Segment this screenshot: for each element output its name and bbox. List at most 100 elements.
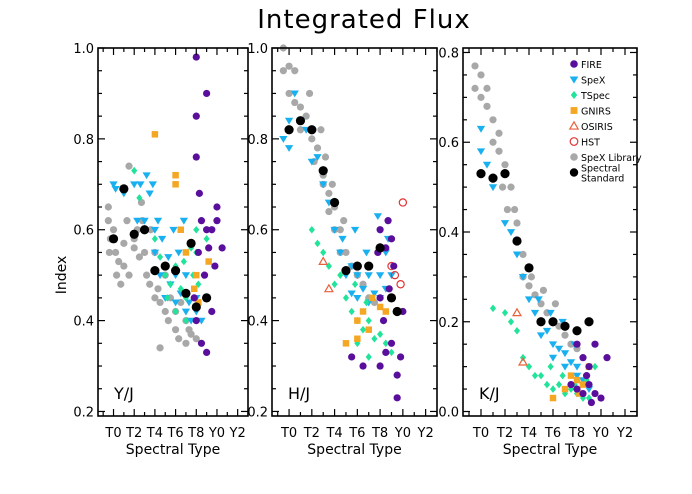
data-point xyxy=(145,190,154,198)
data-point xyxy=(489,304,497,313)
data-point xyxy=(285,89,293,98)
x-tick-label-t8: T8 xyxy=(187,426,204,441)
data-point xyxy=(195,189,203,197)
data-point xyxy=(342,340,350,347)
data-point xyxy=(130,181,139,189)
data-point xyxy=(337,271,344,279)
data-point xyxy=(500,220,510,227)
data-point xyxy=(591,389,599,398)
data-point xyxy=(471,62,479,70)
data-point xyxy=(143,271,151,279)
data-point xyxy=(197,339,206,347)
data-point xyxy=(177,226,184,233)
data-point xyxy=(194,248,202,257)
y-tick-label-1-0: 1.0 xyxy=(247,42,268,57)
series-spectral-standard xyxy=(108,184,212,312)
series-gnirs xyxy=(151,131,212,306)
data-point xyxy=(368,294,376,302)
data-point xyxy=(396,280,405,289)
series-fire xyxy=(348,217,407,402)
data-point xyxy=(174,249,183,257)
data-point xyxy=(321,153,330,161)
data-point xyxy=(190,285,198,293)
data-point xyxy=(192,112,200,120)
data-point xyxy=(525,362,533,371)
data-point xyxy=(365,316,372,325)
data-point xyxy=(352,261,362,271)
y-tick-label-0-6: 0.6 xyxy=(73,224,94,239)
data-point xyxy=(208,307,216,316)
series-spectral-standard xyxy=(284,116,402,317)
data-point xyxy=(150,249,160,257)
data-point xyxy=(136,194,143,202)
data-point xyxy=(547,362,554,371)
data-point xyxy=(363,298,370,307)
data-point xyxy=(157,235,167,243)
data-point xyxy=(146,280,154,288)
data-point xyxy=(471,84,479,92)
data-point xyxy=(517,356,529,366)
panel-y-j: T0 T2 T4 T6 T8 Y0 Y2 0.2 0.4 0.6 0.8 1.0 Y/J Spectral… xyxy=(73,42,249,458)
data-point xyxy=(503,205,511,214)
chart-title: Integrated Flux xyxy=(257,5,470,35)
x-tick-label-t8: T8 xyxy=(568,426,585,441)
data-point xyxy=(579,381,587,388)
data-point xyxy=(125,271,133,279)
data-point xyxy=(558,318,567,326)
data-point xyxy=(525,282,533,290)
data-point xyxy=(507,183,515,191)
data-point xyxy=(336,226,344,234)
data-point xyxy=(172,181,179,188)
data-point xyxy=(203,235,210,243)
legend-marker xyxy=(570,153,578,161)
data-point xyxy=(365,326,372,333)
data-point xyxy=(307,125,317,135)
data-point xyxy=(512,236,522,246)
data-point xyxy=(576,390,583,397)
data-point xyxy=(387,235,396,243)
data-point xyxy=(203,348,211,356)
legend-label: Spectral xyxy=(581,164,620,175)
data-point xyxy=(202,293,212,303)
legend-entry-gnirs: GNIRS xyxy=(570,107,611,118)
data-point xyxy=(501,161,509,169)
data-point xyxy=(542,327,552,335)
data-point xyxy=(164,316,172,325)
data-point xyxy=(561,389,569,398)
x-tick-label-y0: Y0 xyxy=(394,426,411,441)
data-point xyxy=(140,248,149,257)
x-tick-label-t0: T0 xyxy=(472,426,489,441)
x-tick-label-y2: Y2 xyxy=(417,426,434,441)
data-point xyxy=(308,135,316,143)
data-point xyxy=(187,330,195,338)
data-points xyxy=(104,53,226,356)
data-point xyxy=(182,316,189,325)
legend-marker xyxy=(570,91,578,99)
x-tick-label-y2: Y2 xyxy=(616,426,633,441)
data-point xyxy=(597,394,605,402)
data-point xyxy=(495,147,503,155)
data-point xyxy=(119,184,129,194)
data-point xyxy=(483,84,491,92)
legend-entry-tspec: TSpec xyxy=(570,91,610,102)
data-point xyxy=(305,89,314,98)
data-point xyxy=(495,129,503,137)
data-point xyxy=(151,235,158,243)
data-point xyxy=(167,280,174,289)
data-point xyxy=(379,316,388,325)
data-point xyxy=(197,217,206,225)
data-point xyxy=(352,280,359,289)
data-point xyxy=(218,244,226,252)
data-point xyxy=(518,273,528,281)
y-tick-label-0-6: 0.6 xyxy=(438,136,459,151)
data-point xyxy=(205,244,213,252)
y-tick-label-1-0: 1.0 xyxy=(73,42,94,57)
data-point xyxy=(342,248,350,257)
data-point xyxy=(181,272,191,280)
data-point xyxy=(181,288,191,298)
y-tick-label-0-4: 0.4 xyxy=(438,226,459,241)
data-point xyxy=(584,317,594,327)
data-point xyxy=(193,225,200,234)
series-fire xyxy=(190,53,226,356)
legend-label: SpeX Library xyxy=(581,153,642,164)
